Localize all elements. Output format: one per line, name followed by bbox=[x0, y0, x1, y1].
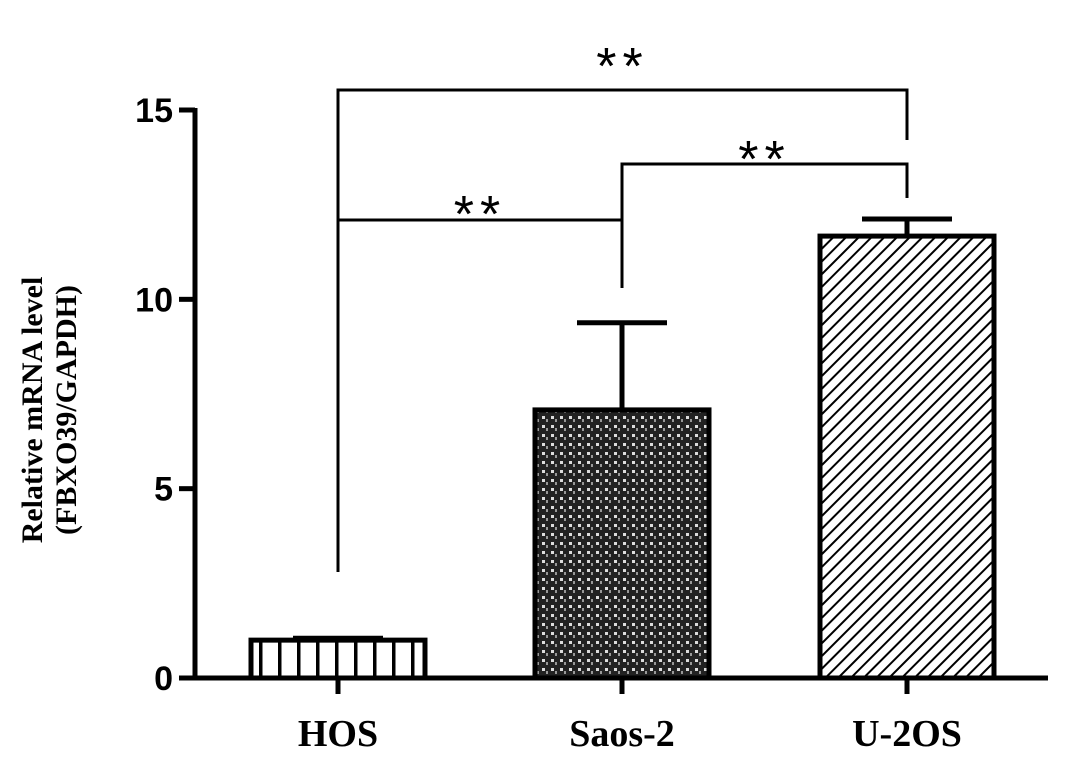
significance-bracket bbox=[336, 88, 909, 220]
x-tick-label: Saos-2 bbox=[569, 713, 675, 755]
significance-bracket bbox=[336, 218, 624, 572]
significance-label: ** bbox=[738, 131, 790, 189]
y-tick-label: 5 bbox=[154, 471, 173, 509]
y-tick-label: 0 bbox=[154, 660, 173, 698]
y-axis-title-line: Relative mRNA level bbox=[16, 277, 49, 544]
y-axis-title: Relative mRNA level (FBXO39/GAPDH) bbox=[16, 277, 83, 544]
y-axis-title-line: (FBXO39/GAPDH) bbox=[50, 285, 83, 535]
significance-label: ** bbox=[596, 38, 648, 96]
x-tick-label: U-2OS bbox=[852, 713, 962, 755]
x-tick-label: HOS bbox=[298, 713, 378, 755]
significance-label: ** bbox=[454, 186, 506, 244]
bar bbox=[532, 407, 712, 681]
bar bbox=[817, 233, 997, 681]
y-tick-label: 15 bbox=[135, 92, 173, 130]
bar bbox=[248, 637, 428, 681]
significance-bracket bbox=[620, 162, 909, 220]
y-tick-label: 10 bbox=[135, 281, 173, 319]
